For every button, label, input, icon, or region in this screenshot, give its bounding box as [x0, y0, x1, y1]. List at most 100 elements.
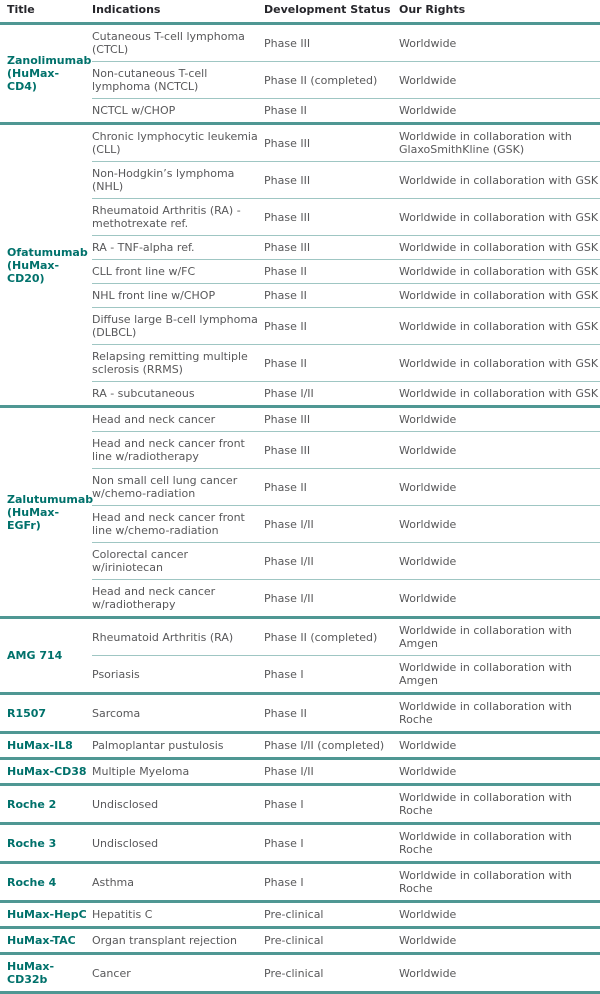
rights-cell: Worldwide	[399, 900, 600, 928]
indication-cell: Psoriasis	[92, 655, 264, 694]
rights-cell: Worldwide	[399, 952, 600, 994]
indication-cell: RA - TNF-alpha ref.	[92, 235, 264, 260]
status-cell: Phase I/II (completed)	[264, 731, 399, 759]
product-title: Ofatumumab (HuMax-CD20)	[0, 122, 92, 407]
rights-cell: Worldwide in collaboration with GlaxoSmi…	[399, 122, 600, 162]
rights-cell: Worldwide in collaboration with GSK	[399, 161, 600, 199]
indication-cell: Hepatitis C	[92, 900, 264, 928]
status-cell: Phase III	[264, 198, 399, 236]
indication-cell: Relapsing remitting multiple sclerosis (…	[92, 344, 264, 382]
status-cell: Phase II	[264, 344, 399, 382]
table-row: R1507 Sarcoma Phase II Worldwide in collabo…	[0, 692, 600, 733]
table-row: Zalutumumab (HuMax-EGFr) Head and neck ca…	[0, 405, 600, 618]
pipeline-table-body: Zanolimumab (HuMax-CD4) Cutaneous T-cell …	[0, 22, 600, 994]
status-cell: Pre-clinical	[264, 926, 399, 954]
indication-cell: Head and neck cancer	[92, 405, 264, 432]
indication-cell: Non-cutaneous T-cell lymphoma (NCTCL)	[92, 61, 264, 99]
status-cell: Phase I/II	[264, 757, 399, 785]
indication-cell: Non small cell lung cancer w/chemo-radia…	[92, 468, 264, 506]
rights-cell: Worldwide	[399, 468, 600, 506]
indication-cell: Undisclosed	[92, 822, 264, 863]
status-cell: Phase I	[264, 655, 399, 694]
indication-cell: Cancer	[92, 952, 264, 994]
rights-cell: Worldwide in collaboration with Amgen	[399, 616, 600, 656]
column-header-our-rights: Our Rights	[399, 0, 600, 25]
status-cell: Phase III	[264, 431, 399, 469]
table-row: HuMax-TAC Organ transplant rejection Pre-c…	[0, 926, 600, 954]
rights-cell: Worldwide in collaboration with Roche	[399, 861, 600, 902]
table-row: NCTCL w/CHOP Phase II Worldwide	[0, 98, 600, 124]
table-row: HuMax-CD38 Multiple Myeloma Phase I/II Worl…	[0, 757, 600, 785]
indication-cell: Non-Hodgkin’s lymphoma (NHL)	[92, 161, 264, 199]
table-row: HuMax-CD32b Cancer Pre-clinical Worldwide	[0, 952, 600, 994]
rights-cell: Worldwide in collaboration with GSK	[399, 235, 600, 260]
table-row: HuMax-HepC Hepatitis C Pre-clinical Worldwi…	[0, 900, 600, 928]
rights-cell: Worldwide in collaboration with GSK	[399, 198, 600, 236]
table-row: Zanolimumab (HuMax-CD4) Cutaneous T-cell …	[0, 22, 600, 124]
indication-cell: Organ transplant rejection	[92, 926, 264, 954]
table-row: Head and neck cancer w/radiotherapy Phase…	[0, 579, 600, 618]
status-cell: Phase I/II	[264, 381, 399, 407]
product-title: R1507	[0, 692, 92, 733]
status-cell: Phase I	[264, 822, 399, 863]
table-row: NHL front line w/CHOP Phase II Worldwide i…	[0, 283, 600, 308]
rights-cell: Worldwide	[399, 542, 600, 580]
rights-cell: Worldwide	[399, 431, 600, 469]
product-title: Zanolimumab (HuMax-CD4)	[0, 22, 92, 124]
rights-cell: Worldwide	[399, 731, 600, 759]
indication-cell: Head and neck cancer front line w/radiot…	[92, 431, 264, 469]
indication-cell: Head and neck cancer w/radiotherapy	[92, 579, 264, 618]
table-row: Relapsing remitting multiple sclerosis (…	[0, 344, 600, 382]
product-title: HuMax-CD32b	[0, 952, 92, 994]
rights-cell: Worldwide in collaboration with Roche	[399, 783, 600, 824]
rights-cell: Worldwide in collaboration with Roche	[399, 692, 600, 733]
status-cell: Phase III	[264, 405, 399, 432]
product-title: HuMax-TAC	[0, 926, 92, 954]
indication-cell: NCTCL w/CHOP	[92, 98, 264, 124]
table-row: Roche 3 Undisclosed Phase I Worldwide in co…	[0, 822, 600, 863]
product-title: HuMax-IL8	[0, 731, 92, 759]
status-cell: Phase I	[264, 783, 399, 824]
table-row: HuMax-IL8 Palmoplantar pustulosis Phase I/…	[0, 731, 600, 759]
product-title: HuMax-HepC	[0, 900, 92, 928]
table-row: Psoriasis Phase I Worldwide in collaborati…	[0, 655, 600, 694]
table-row: RA - TNF-alpha ref. Phase III Worldwide in…	[0, 235, 600, 260]
rights-cell: Worldwide	[399, 405, 600, 432]
table-row: Non-cutaneous T-cell lymphoma (NCTCL) Pha…	[0, 61, 600, 99]
status-cell: Phase II	[264, 283, 399, 308]
table-row: Head and neck cancer front line w/radiot…	[0, 431, 600, 469]
rights-cell: Worldwide in collaboration with GSK	[399, 259, 600, 284]
status-cell: Phase II	[264, 307, 399, 345]
rights-cell: Worldwide	[399, 757, 600, 785]
indication-cell: RA - subcutaneous	[92, 381, 264, 407]
indication-cell: Asthma	[92, 861, 264, 902]
rights-cell: Worldwide	[399, 98, 600, 124]
status-cell: Phase I/II	[264, 579, 399, 618]
column-header-title: Title	[0, 0, 92, 25]
rights-cell: Worldwide in collaboration with Amgen	[399, 655, 600, 694]
rights-cell: Worldwide	[399, 22, 600, 62]
status-cell: Pre-clinical	[264, 952, 399, 994]
indication-cell: Chronic lymphocytic leukemia (CLL)	[92, 122, 264, 162]
rights-cell: Worldwide in collaboration with GSK	[399, 381, 600, 407]
header-row: Title Indications Development Status Our…	[0, 0, 600, 25]
status-cell: Phase II	[264, 98, 399, 124]
status-cell: Phase III	[264, 235, 399, 260]
indication-cell: NHL front line w/CHOP	[92, 283, 264, 308]
status-cell: Phase I/II	[264, 542, 399, 580]
indication-cell: Palmoplantar pustulosis	[92, 731, 264, 759]
indication-cell: Cutaneous T-cell lymphoma (CTCL)	[92, 22, 264, 62]
indication-cell: Diffuse large B-cell lymphoma (DLBCL)	[92, 307, 264, 345]
product-title: Roche 3	[0, 822, 92, 863]
indication-cell: Head and neck cancer front line w/chemo-…	[92, 505, 264, 543]
column-header-indications: Indications	[92, 0, 264, 25]
rights-cell: Worldwide	[399, 579, 600, 618]
indication-cell: Multiple Myeloma	[92, 757, 264, 785]
rights-cell: Worldwide in collaboration with Roche	[399, 822, 600, 863]
status-cell: Phase II	[264, 259, 399, 284]
rights-cell: Worldwide	[399, 926, 600, 954]
status-cell: Phase III	[264, 161, 399, 199]
status-cell: Phase II	[264, 468, 399, 506]
